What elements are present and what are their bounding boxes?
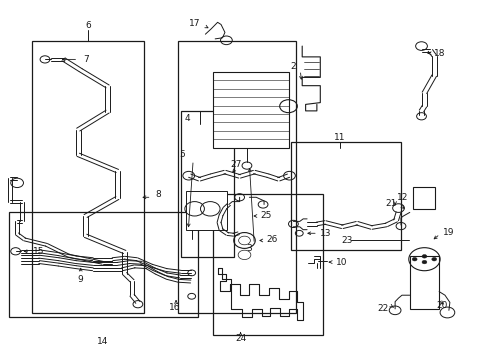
Circle shape: [411, 257, 416, 261]
Bar: [185, 191, 227, 230]
Text: 25: 25: [260, 211, 271, 220]
Text: 2: 2: [290, 62, 296, 71]
Text: 18: 18: [433, 49, 445, 58]
Bar: [181, 111, 233, 257]
Text: 14: 14: [97, 338, 108, 346]
Text: 4: 4: [184, 114, 190, 123]
Bar: [290, 142, 400, 250]
Text: 11: 11: [333, 133, 345, 142]
Text: 8: 8: [155, 190, 161, 199]
Text: 27: 27: [229, 161, 241, 169]
Bar: [409, 256, 438, 309]
Text: 10: 10: [335, 258, 346, 266]
Text: 6: 6: [85, 21, 91, 30]
Bar: [212, 72, 288, 148]
Text: 15: 15: [33, 248, 45, 256]
Text: 13: 13: [320, 229, 331, 238]
Bar: [178, 41, 295, 313]
Text: 9: 9: [78, 275, 83, 284]
Text: 21: 21: [385, 199, 396, 208]
Bar: [212, 194, 322, 335]
Text: 23: 23: [341, 236, 352, 245]
Text: 12: 12: [396, 193, 407, 202]
Circle shape: [421, 260, 426, 264]
Circle shape: [431, 257, 436, 261]
Text: 24: 24: [234, 334, 246, 343]
Bar: [9, 212, 198, 317]
Text: 3: 3: [246, 244, 252, 253]
Text: 19: 19: [442, 228, 454, 237]
Bar: [412, 187, 434, 209]
Text: 5: 5: [179, 150, 184, 159]
Circle shape: [421, 255, 426, 258]
Text: 7: 7: [83, 55, 89, 64]
Text: 16: 16: [169, 303, 181, 312]
Text: 17: 17: [188, 19, 200, 28]
Text: 20: 20: [436, 301, 447, 310]
Bar: [32, 41, 144, 313]
Text: 26: 26: [265, 235, 277, 244]
Text: 22: 22: [377, 304, 388, 313]
